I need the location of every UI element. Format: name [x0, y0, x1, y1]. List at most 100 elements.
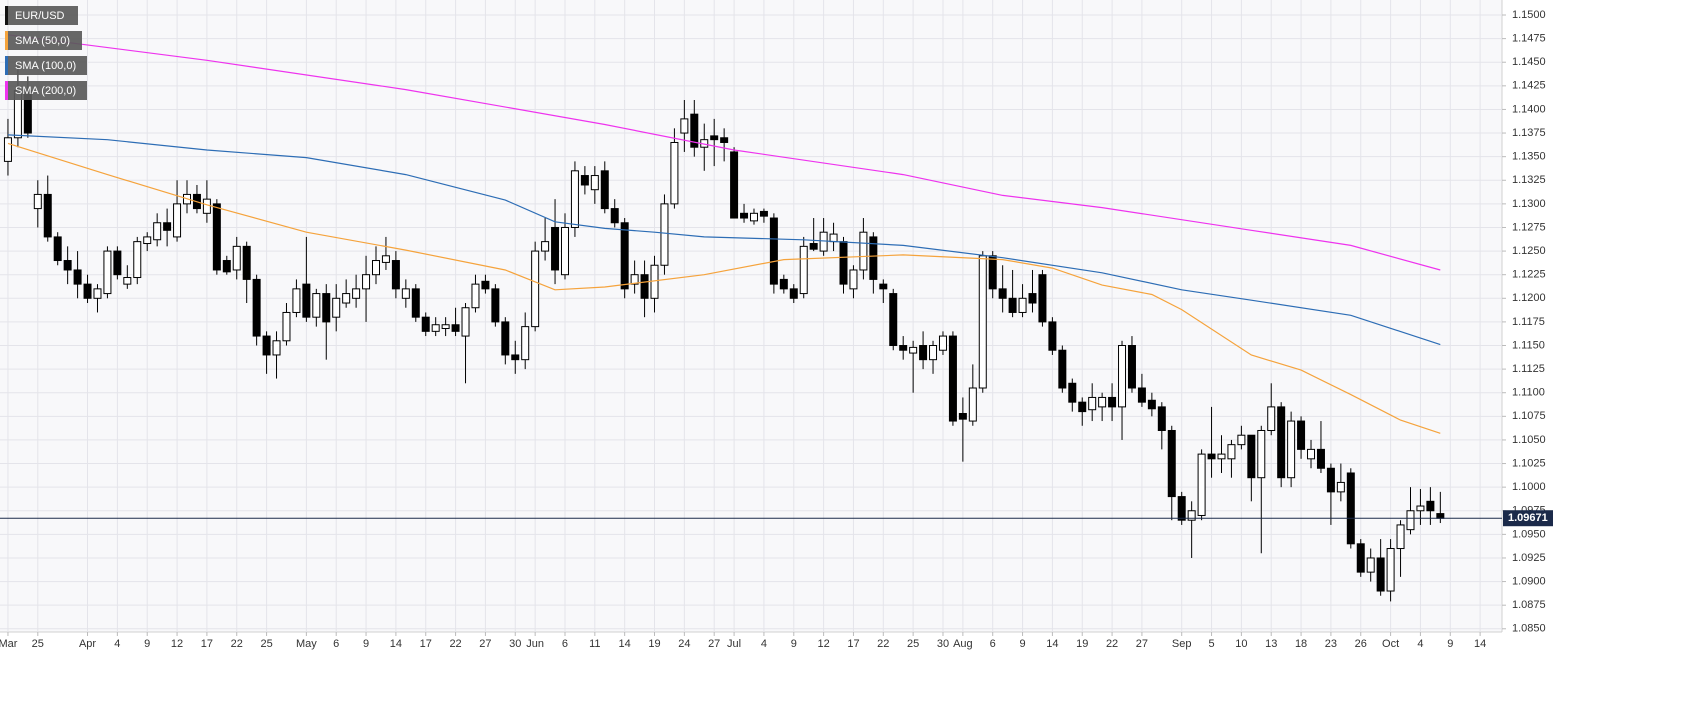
candle-body: [212, 203, 221, 271]
candle-body: [541, 241, 550, 252]
candle-body: [909, 346, 918, 354]
x-tick-label: 9: [363, 638, 369, 650]
x-tick-label: 26: [1355, 638, 1367, 650]
candle-body: [292, 288, 301, 313]
candle-body: [123, 277, 132, 285]
candle-body: [43, 193, 52, 238]
candle-body: [371, 260, 380, 276]
candle-body: [839, 241, 848, 285]
candle-body: [222, 260, 231, 273]
legend-label: SMA (200,0): [15, 85, 76, 97]
candle-body: [1048, 321, 1057, 351]
candle-body: [471, 283, 480, 309]
candle-body: [232, 245, 241, 271]
candle-body: [1187, 510, 1196, 521]
x-tick-label: 4: [761, 638, 767, 650]
x-tick-label: 23: [1325, 638, 1337, 650]
candle-body: [570, 170, 579, 228]
y-tick-label: 1.1325: [1512, 174, 1546, 186]
sma-line: [7, 134, 1441, 346]
legend-swatch: [5, 31, 8, 50]
candle-body: [481, 280, 490, 290]
candle-body: [551, 226, 560, 271]
x-tick-label: May: [296, 638, 317, 650]
y-tick-label: 1.1125: [1512, 363, 1545, 375]
x-tick-label: 9: [144, 638, 150, 650]
candle-body: [720, 137, 729, 143]
legend-label: SMA (100,0): [15, 60, 76, 72]
candle-body: [431, 324, 440, 332]
y-tick-label: 1.0875: [1512, 599, 1546, 611]
y-tick-label: 1.1500: [1512, 9, 1546, 21]
candle-body: [302, 283, 311, 318]
candle-body: [391, 260, 400, 290]
candle-body: [1316, 448, 1325, 469]
candle-body: [332, 297, 341, 318]
x-tick-label: 27: [708, 638, 720, 650]
candle-body: [83, 283, 92, 299]
x-tick-label: 25: [32, 638, 44, 650]
y-tick-label: 1.1050: [1512, 434, 1546, 446]
candle-body: [33, 193, 42, 210]
x-tick-label: 30: [937, 638, 949, 650]
legend-label: EUR/USD: [15, 10, 65, 22]
candle-body: [1237, 434, 1246, 446]
candle-body: [1207, 453, 1216, 460]
candle-body: [660, 203, 669, 266]
y-tick-label: 1.1350: [1512, 151, 1546, 163]
candle-body: [342, 293, 351, 304]
candle-body: [262, 335, 271, 356]
candle-body: [133, 241, 142, 279]
x-tick-label: 9: [791, 638, 797, 650]
candle-body: [1336, 481, 1345, 493]
x-tick-label: 18: [1295, 638, 1307, 650]
x-tick-label: 30: [509, 638, 521, 650]
candle-body: [560, 226, 569, 276]
candle-body: [590, 175, 599, 191]
candle-body: [1346, 472, 1355, 545]
sma-line: [7, 34, 1441, 271]
plot-background: [0, 0, 1502, 632]
candle-body: [63, 260, 72, 271]
x-tick-label: 22: [231, 638, 243, 650]
candle-body: [521, 326, 530, 361]
y-tick-label: 1.1475: [1512, 33, 1546, 45]
candle-body: [202, 198, 211, 214]
candle-body: [1436, 513, 1445, 519]
candle-body: [153, 222, 162, 241]
candle-body: [1326, 467, 1335, 493]
candle-body: [1018, 297, 1027, 313]
candle-body: [163, 222, 172, 231]
candle-body: [630, 274, 639, 285]
candle-body: [252, 278, 261, 337]
x-tick-label: 25: [907, 638, 919, 650]
candle-body: [401, 288, 410, 299]
candle-body: [1008, 297, 1017, 313]
candle-body: [421, 316, 430, 332]
legend-swatch: [5, 6, 8, 25]
x-tick-label: Sep: [1172, 638, 1192, 650]
x-tick-label: 6: [562, 638, 568, 650]
x-tick-label: 13: [1265, 638, 1277, 650]
candle-body: [1028, 293, 1037, 304]
candle-body: [113, 250, 122, 276]
x-tick-label: 17: [420, 638, 432, 650]
candle-body: [749, 212, 758, 222]
candle-body: [620, 222, 629, 290]
candle-body: [1376, 557, 1385, 592]
candle-body: [1167, 429, 1176, 498]
candle-body: [1406, 510, 1415, 531]
candle-body: [411, 288, 420, 318]
candle-body: [710, 135, 719, 141]
candle-body: [73, 269, 82, 285]
legend-box: [5, 31, 82, 50]
candle-body: [938, 335, 947, 351]
legend-swatch: [5, 56, 8, 75]
candle-body: [3, 137, 12, 162]
candle-body: [998, 288, 1007, 299]
price-tag-label: 1.09671: [1508, 512, 1548, 524]
candle-body: [610, 208, 619, 224]
x-tick-label: 17: [201, 638, 213, 650]
y-tick-label: 1.1250: [1512, 245, 1546, 257]
candle-body: [1137, 387, 1146, 403]
